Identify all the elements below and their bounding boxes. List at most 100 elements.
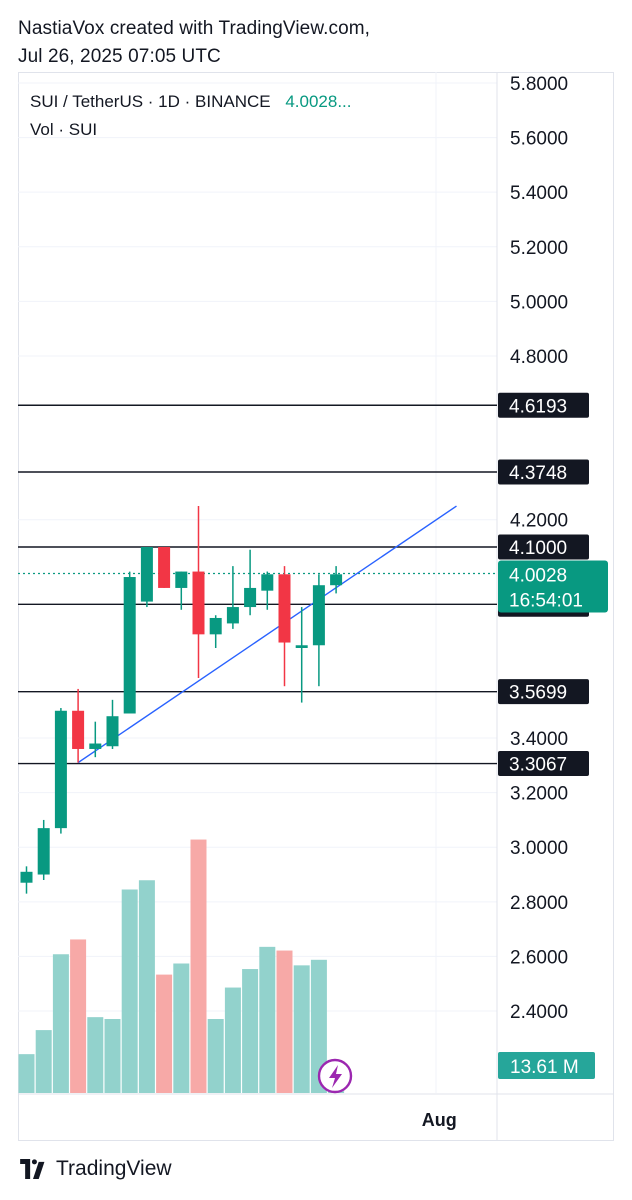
y-tick-label: 3.2000: [510, 784, 568, 805]
symbol-legend[interactable]: SUI / TetherUS · 1D · BINANCE 4.0028...: [30, 92, 352, 112]
volume-bar: [70, 939, 87, 1093]
level-price-text: 4.1000: [509, 538, 567, 559]
candle-body: [209, 617, 222, 635]
candle-body: [312, 585, 325, 646]
volume-bar: [293, 965, 310, 1093]
candle-body: [54, 710, 67, 829]
candle-body: [140, 547, 153, 602]
candle: [106, 699, 119, 749]
candle-body: [192, 571, 205, 635]
volume-bar: [173, 963, 190, 1093]
last-price-badge: 4.0028 16:54:01: [498, 560, 608, 613]
level-price-label: 3.3067: [498, 751, 589, 777]
y-tick-label: 3.0000: [510, 838, 568, 859]
candle-body: [330, 574, 343, 586]
volume-bar: [138, 880, 155, 1093]
y-tick-label: 4.2000: [510, 511, 568, 532]
candle: [123, 571, 136, 714]
candle-body: [89, 743, 102, 749]
chart-frame[interactable]: [18, 72, 614, 1141]
candle: [175, 571, 188, 610]
volume-bar: [121, 889, 138, 1093]
chart-author-line: NastiaVox created with TradingView.com,: [18, 18, 371, 39]
candle: [261, 571, 274, 610]
volume-bar: [52, 954, 69, 1093]
candle: [330, 566, 343, 594]
y-tick-label: 4.8000: [510, 347, 568, 368]
volume-bar: [207, 1019, 224, 1093]
lightning-icon: [317, 1058, 353, 1094]
candle: [312, 574, 325, 687]
grid-lines: [18, 72, 497, 1093]
volume-bar: [259, 946, 276, 1093]
y-tick-label: 2.8000: [510, 893, 568, 914]
candle-body: [20, 871, 33, 883]
candles: [20, 506, 343, 894]
volume-bar: [18, 1054, 35, 1093]
y-tick-label: 5.4000: [510, 183, 568, 204]
chart-timestamp: Jul 26, 2025 07:05 UTC: [18, 46, 221, 67]
candle-body: [278, 574, 291, 643]
trendline: [77, 505, 457, 764]
y-tick-label: 2.4000: [510, 1002, 568, 1023]
candle-body: [158, 547, 171, 588]
symbol-name[interactable]: SUI / TetherUS · 1D · BINANCE: [30, 92, 271, 111]
candle: [278, 566, 291, 687]
candle: [140, 547, 153, 608]
volume-bars: [18, 839, 345, 1093]
volume-value-text: 13.61 M: [510, 1057, 579, 1078]
level-price-text: 3.5699: [509, 683, 567, 704]
candle: [72, 688, 85, 763]
candle: [37, 819, 50, 880]
footer: TradingView: [18, 1157, 172, 1181]
volume-bar: [87, 1017, 104, 1093]
volume-legend[interactable]: Vol · SUI: [30, 120, 98, 139]
volume-bar: [224, 987, 241, 1093]
tradingview-brand: TradingView: [56, 1157, 172, 1180]
level-price-text: 4.6193: [509, 396, 567, 417]
candle: [244, 549, 257, 616]
y-tick-label: 5.6000: [510, 129, 568, 150]
horizontal-levels: [18, 404, 497, 765]
volume-value-badge: 13.61 M: [498, 1052, 595, 1079]
level-price-label: 4.1000: [498, 534, 589, 560]
candle-body: [175, 571, 188, 588]
y-tick-label: 5.2000: [510, 238, 568, 259]
volume-bar: [242, 969, 259, 1093]
candle-body: [261, 574, 274, 591]
candle: [226, 566, 239, 629]
volume-bar: [190, 839, 207, 1093]
countdown-timer: 16:54:01: [509, 591, 583, 612]
candle-body: [72, 710, 85, 749]
level-price-label: 3.5699: [498, 679, 589, 705]
volume-bar: [310, 959, 327, 1093]
tradingview-logo-icon: [20, 1159, 45, 1179]
legend-price: 4.0028...: [285, 92, 352, 111]
level-price-label: 4.3748: [498, 459, 589, 485]
y-tick-label: 3.4000: [510, 729, 568, 750]
candle-body: [295, 645, 308, 648]
candle: [54, 708, 67, 834]
candle-body: [226, 607, 239, 624]
candle-body: [123, 577, 136, 714]
candle: [295, 607, 308, 703]
candle: [89, 721, 102, 758]
candle: [209, 615, 222, 648]
level-price-label: 4.6193: [498, 392, 589, 418]
y-tick-label: 2.6000: [510, 947, 568, 968]
volume-bar: [35, 1030, 52, 1093]
last-price-value: 4.0028: [509, 566, 567, 587]
candle: [158, 547, 171, 588]
candle-body: [106, 716, 119, 747]
level-price-text: 4.3748: [509, 463, 567, 484]
volume-bar: [104, 1019, 121, 1093]
y-tick-label: 5.8000: [510, 74, 568, 95]
x-tick-label: Aug: [422, 1110, 457, 1130]
y-tick-label: 5.0000: [510, 292, 568, 313]
candle: [192, 506, 205, 679]
volume-bar: [156, 974, 173, 1093]
level-price-text: 3.3067: [509, 755, 567, 776]
candle-body: [37, 828, 50, 875]
candle-body: [244, 587, 257, 608]
